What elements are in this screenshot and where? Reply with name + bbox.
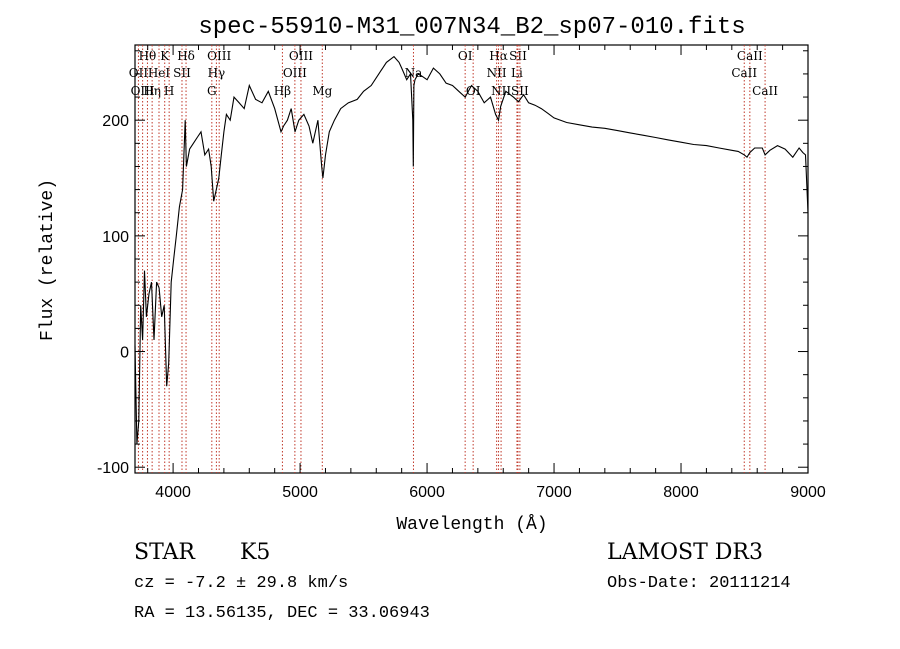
line-label-21: NII bbox=[487, 66, 507, 80]
line-label-14: OIII bbox=[283, 66, 307, 80]
line-label-4: HeI bbox=[148, 66, 171, 80]
line-label-17: OI bbox=[458, 49, 473, 63]
line-label-5: K bbox=[160, 49, 170, 63]
line-label-18: OI bbox=[466, 84, 481, 98]
line-label-2: OIII bbox=[131, 84, 155, 98]
line-label-26: CaII bbox=[731, 66, 757, 80]
plot-frame bbox=[134, 44, 809, 474]
line-label-10: Hγ bbox=[208, 66, 226, 80]
chart-title: spec-55910-M31_007N34_B2_sp07-010.fits bbox=[198, 14, 745, 41]
line-label-11: G bbox=[207, 84, 217, 98]
line-label-9: OIII bbox=[207, 49, 231, 63]
line-label-7: H bbox=[164, 84, 174, 98]
line-label-27: CaII bbox=[752, 84, 778, 98]
line-label-20: SII bbox=[509, 49, 527, 63]
x-tick-label-4: 8000 bbox=[663, 484, 699, 501]
line-label-22: Li bbox=[511, 66, 523, 80]
line-label-12: Hβ bbox=[274, 84, 291, 98]
survey-label: LAMOST DR3 bbox=[607, 540, 763, 565]
line-label-1: OII bbox=[129, 66, 149, 80]
line-label-3: Hη bbox=[143, 84, 161, 98]
line-label-15: Mg bbox=[312, 84, 332, 98]
y-tick-label-3: 200 bbox=[102, 113, 129, 130]
line-label-19: Hα bbox=[489, 49, 508, 63]
y-tick-label-0: -100 bbox=[97, 460, 129, 477]
line-label-25: CaII bbox=[737, 49, 763, 63]
obs-date-text: Obs-Date: 20111214 bbox=[607, 574, 791, 593]
x-tick-label-0: 4000 bbox=[155, 484, 191, 501]
line-label-13: OIII bbox=[289, 49, 313, 63]
x-tick-label-3: 7000 bbox=[536, 484, 572, 501]
line-label-6: SII bbox=[173, 66, 191, 80]
y-tick-label-2: 100 bbox=[102, 229, 129, 246]
spectrum-series-line bbox=[134, 55, 809, 445]
redshift-text: cz = -7.2 ± 29.8 km/s bbox=[134, 574, 349, 593]
line-label-0: Hθ bbox=[139, 49, 157, 63]
x-tick-label-5: 9000 bbox=[790, 484, 826, 501]
x-axis-label: Wavelength (Å) bbox=[396, 514, 547, 535]
line-label-8: Hδ bbox=[177, 49, 195, 63]
object-subclass-label: K5 bbox=[240, 540, 271, 565]
object-class-label: STAR bbox=[134, 540, 195, 565]
y-axis-label: Flux (relative) bbox=[38, 179, 58, 341]
radec-text: RA = 13.56135, DEC = 33.06943 bbox=[134, 604, 430, 623]
x-tick-label-1: 5000 bbox=[282, 484, 318, 501]
y-tick-label-1: 0 bbox=[120, 345, 129, 362]
x-tick-label-2: 6000 bbox=[409, 484, 445, 501]
line-label-24: SII bbox=[511, 84, 529, 98]
line-label-23: NII bbox=[491, 84, 511, 98]
